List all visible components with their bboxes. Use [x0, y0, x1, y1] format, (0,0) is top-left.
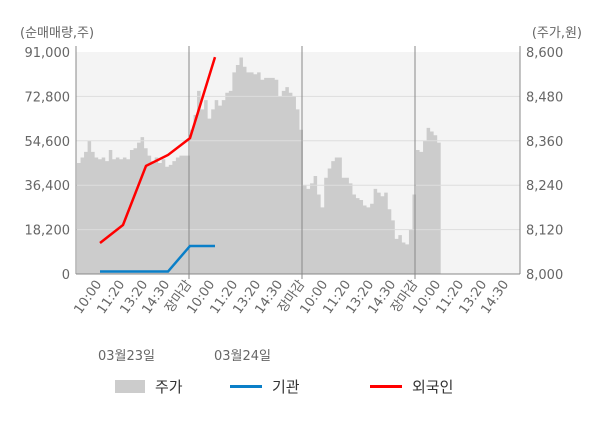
right-tick-label: 8,000	[526, 268, 563, 283]
foreign-line	[99, 56, 217, 245]
right-tick-label: 8,240	[526, 179, 563, 194]
legend-price: 주가	[115, 376, 183, 397]
price-area	[303, 157, 416, 274]
legend-institution: 기관	[230, 376, 300, 397]
legend-price-label: 주가	[155, 378, 183, 396]
price-area	[416, 127, 441, 274]
date-label: 03월24일	[214, 349, 272, 364]
legend-price-swatch	[115, 380, 145, 393]
price-area	[190, 57, 303, 274]
left-axis-unit: (순매매량,주)	[20, 26, 95, 41]
left-tick-label: 0	[62, 268, 70, 283]
right-tick-label: 8,120	[526, 224, 563, 239]
left-tick-label: 36,400	[25, 179, 71, 194]
left-tick-label: 18,200	[25, 224, 71, 239]
left-tick-label: 72,800	[25, 90, 71, 105]
right-tick-label: 8,600	[526, 46, 563, 61]
date-label: 03월23일	[98, 349, 156, 364]
institution-line	[100, 244, 215, 273]
right-tick-label: 8,480	[526, 90, 563, 105]
right-tick-label: 8,360	[526, 135, 563, 150]
right-axis-unit: (주가,원)	[531, 26, 582, 41]
left-tick-label: 54,600	[25, 135, 71, 150]
legend-institution-swatch	[230, 385, 262, 388]
legend-foreign-swatch	[370, 385, 402, 388]
legend-institution-label: 기관	[272, 378, 300, 396]
left-tick-label: 91,000	[25, 46, 71, 61]
legend-foreign-label: 외국인	[412, 378, 454, 396]
legend-foreign: 외국인	[370, 376, 453, 397]
price-area	[77, 137, 201, 274]
